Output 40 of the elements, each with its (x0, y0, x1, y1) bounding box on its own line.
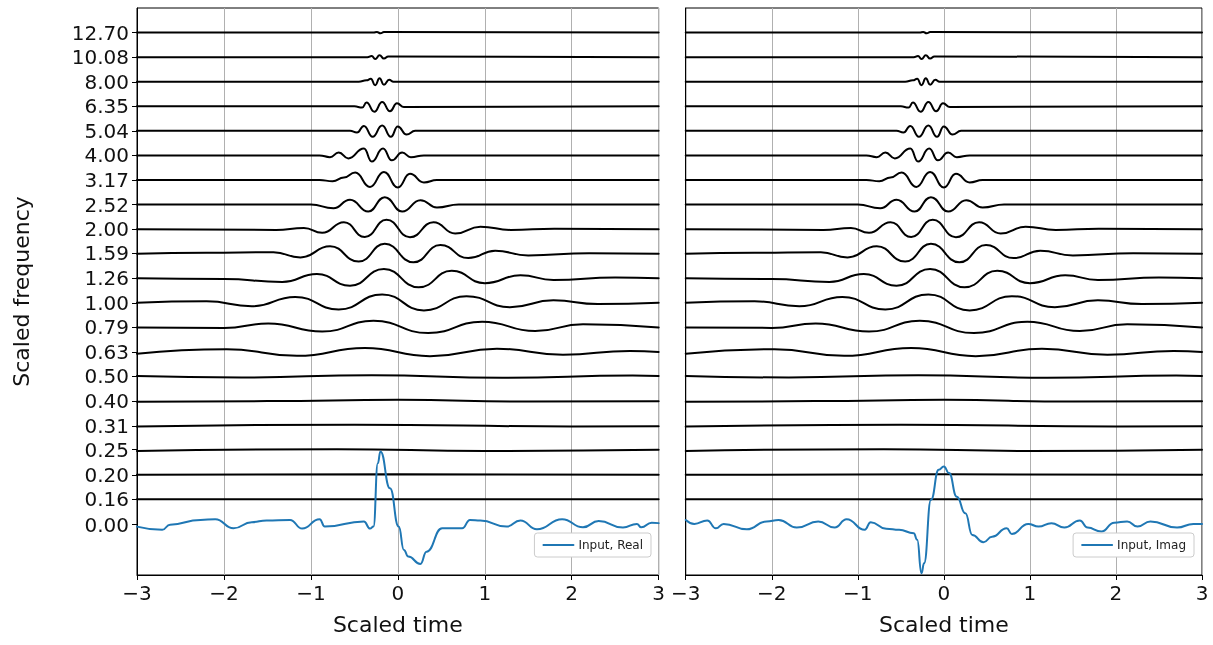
x-tick-label: −2 (209, 581, 239, 605)
category-label: 0.00 (84, 512, 129, 537)
category-label: 8.00 (84, 69, 129, 94)
x-tick-label: −2 (757, 581, 787, 605)
category-label: 1.26 (84, 266, 129, 291)
x-tick-label: 3 (652, 581, 665, 605)
x-tick-label: 2 (1109, 581, 1123, 605)
category-label: 0.20 (84, 462, 129, 487)
category-label: 4.00 (84, 143, 129, 168)
x-tick-label: 1 (1023, 581, 1037, 605)
x-axis-title: Scaled time (332, 611, 463, 637)
x-tick-label: −3 (122, 581, 152, 605)
category-label: 2.00 (84, 217, 129, 242)
x-tick-label: 0 (391, 581, 405, 605)
category-label: 1.59 (84, 241, 129, 266)
legend-label: Input, Real (578, 538, 644, 552)
y-axis-title: Scaled frequency (8, 196, 34, 387)
x-tick-label: 2 (565, 581, 579, 605)
category-label: 10.08 (71, 45, 129, 70)
legend-label: Input, Imag (1117, 538, 1187, 552)
category-label: 5.04 (84, 118, 129, 143)
x-tick-label: −3 (671, 581, 701, 605)
category-label: 0.79 (84, 315, 129, 340)
category-label: 12.70 (71, 20, 129, 45)
x-tick-label: 0 (937, 581, 951, 605)
category-label: 0.63 (84, 339, 129, 364)
x-axis-title: Scaled time (878, 611, 1009, 637)
x-tick-label: 1 (478, 581, 492, 605)
x-tick-label: 3 (1195, 581, 1209, 605)
category-label: 2.52 (84, 192, 129, 217)
category-label: 1.00 (84, 290, 129, 315)
category-label: 0.40 (84, 389, 129, 414)
x-tick-label: −1 (296, 581, 326, 605)
category-label: 0.25 (84, 437, 129, 462)
category-label: 6.35 (84, 94, 129, 119)
category-label: 0.50 (84, 364, 129, 389)
category-label: 0.31 (84, 414, 129, 439)
category-label: 3.17 (84, 168, 129, 192)
x-tick-label: −1 (843, 581, 873, 605)
category-label: 0.16 (84, 487, 129, 512)
